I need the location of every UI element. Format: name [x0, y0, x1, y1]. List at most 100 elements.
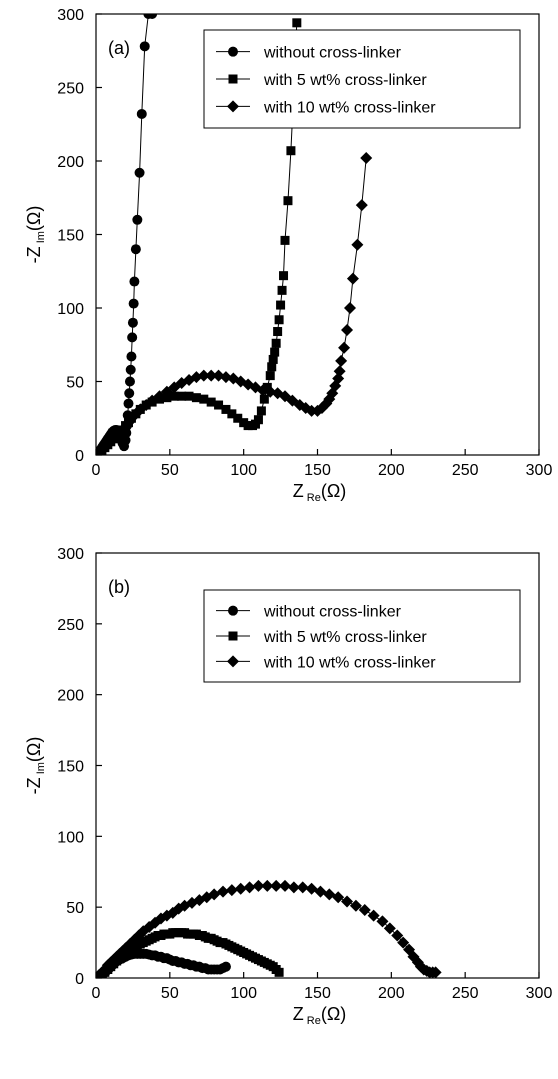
panel-a-series-1-point [130, 244, 141, 255]
panel-b: 0 50 100 150 200 250 300 0 50 100 150 200 250 300 Z Re… [24, 546, 552, 1027]
panel-b-x-tick-label: 200 [378, 985, 405, 1002]
panel-a-series-3-point [335, 354, 348, 367]
panel-b-x-tick-label: 100 [230, 985, 257, 1002]
panel-b-y-axis-label: -Z Im(Ω) [24, 737, 47, 795]
panel-b-x-tick-label: 250 [452, 985, 479, 1002]
panel-b-series-1-point [220, 961, 231, 972]
panel-a-x-tick-label: 250 [452, 462, 479, 479]
panel-b-legend-marker [227, 655, 239, 668]
panel-a-series-1-point [124, 388, 135, 399]
panel-b-series-3-point [367, 909, 380, 922]
panel-a-series-2-point [191, 393, 201, 403]
panel-a-series-3-point [355, 199, 368, 212]
panel-a-series-1-point [134, 167, 145, 178]
panel-b-series-3-point [261, 879, 274, 892]
panel-b-legend-box [203, 589, 521, 683]
panel-a-y-tick-label: 100 [57, 301, 84, 318]
panel-a-series-2-point [270, 347, 280, 357]
panel-a-series-2-point [267, 362, 277, 372]
panel-a-series-2-point [227, 409, 237, 419]
panel-b-series-3-point [270, 879, 283, 892]
panel-b-plot-area [96, 879, 442, 978]
panel-a-series-2-point [277, 285, 287, 295]
panel-a-series-3-point [343, 302, 356, 314]
panel-b-series-2-point [274, 967, 284, 977]
panel-a: 0 50 100 150 200 250 300 0 50 100 150 200 250 300 Z Re… [24, 7, 552, 504]
panel-a-y-tick-label: 300 [57, 7, 84, 24]
panel-b-series-3-point [225, 884, 238, 897]
panel-a-series-2-point [233, 413, 243, 423]
panel-a-series-2-point [259, 394, 269, 404]
panel-a-y-axis-label: -Z Im(Ω) [24, 206, 47, 264]
panel-a-series-2-point [199, 394, 209, 404]
panel-a-series-1-point [136, 108, 147, 119]
panel-b-series-3-point [391, 929, 404, 942]
panel-a-series-2-point [274, 315, 284, 325]
panel-a-y-tick-label: 50 [66, 375, 84, 392]
panel-b-x-tick-label: 300 [526, 985, 553, 1002]
panel-b-series-3-point [119, 942, 132, 955]
panel-a-series-3-point [205, 369, 218, 382]
panel-b-y-tick-label: 250 [57, 617, 84, 634]
panel-a-series-2-point [280, 235, 290, 245]
panel-b-series-3-point [216, 885, 229, 898]
panel-a-series-1-point [129, 276, 140, 287]
panel-b-series-3-point [349, 899, 362, 912]
panel-a-x-tick-label: 50 [161, 462, 179, 479]
panel-b-series-3-point [234, 882, 247, 895]
panel-b-series-3-point [429, 966, 442, 978]
panel-a-series-1-point [123, 398, 134, 409]
panel-a-series-2-point [271, 338, 281, 348]
panel-b-series-3-point [341, 895, 354, 908]
panel-a-series-2-point [276, 300, 286, 310]
panel-a-series-3-point [360, 152, 373, 165]
panel-a-series-1-point [147, 14, 158, 19]
panel-b-series-3-point [358, 904, 371, 916]
panel-a-series-2-point [283, 196, 293, 206]
panel-a-legend-box [203, 29, 521, 129]
panel-a-plot-area [96, 14, 373, 455]
panel-a-series-1-point [125, 364, 136, 375]
panel-a-series-3-point [341, 324, 354, 337]
panel-b-y-tick-label: 200 [57, 688, 84, 705]
panel-b-series-3-point [252, 879, 265, 892]
panel-b-y-tick-label: 0 [75, 971, 84, 988]
panel-a-x-tick-label: 0 [92, 462, 101, 479]
panel-a-series-1-point [132, 214, 143, 225]
panel-a-series-2-point [265, 371, 275, 381]
panel-a-legend-entry: with 10 wt% cross-linker [263, 99, 436, 116]
panel-a-series-3-point [197, 369, 210, 382]
panel-a-legend-marker [228, 74, 238, 84]
panel-a-series-3-point [346, 272, 359, 285]
panel-b-series-3-point [305, 882, 318, 895]
panel-a-x-tick-label: 150 [304, 462, 331, 479]
panel-a-x-axis-label: Z Re(Ω) [293, 481, 347, 504]
panel-a-series-2-point [253, 415, 263, 425]
panel-a-series-2-point [169, 391, 179, 401]
panel-a-series-1-point [127, 332, 138, 343]
panel-a-series-1-point [128, 298, 139, 309]
panel-a-series-2-point [214, 400, 224, 410]
panel-b-y-tick-label: 300 [57, 546, 84, 563]
panel-b-series-3-point [287, 881, 300, 894]
panel-a-panel-label: (a) [108, 38, 130, 58]
panel-a-legend-entry: without cross-linker [263, 45, 402, 62]
panel-a-series-2-point [206, 397, 216, 407]
panel-a-series-2-point [286, 146, 296, 156]
panel-b-y-tick-label: 150 [57, 759, 84, 776]
panel-b-y-tick-label: 50 [66, 900, 84, 917]
panel-b-series-3-point [332, 891, 345, 904]
panel-a-series-3-point [351, 238, 364, 251]
panel-a-legend-marker [227, 100, 239, 113]
panel-b-series-3-point [279, 879, 292, 892]
panel-a-series-1-point [120, 435, 131, 446]
panel-a-series-2-point [279, 271, 289, 281]
panel-a-series-1-line [97, 14, 153, 454]
panel-b-legend-entry: with 10 wt% cross-linker [263, 654, 436, 671]
panel-b-y-tick-label: 100 [57, 829, 84, 846]
panel-b-series-3-point [383, 922, 396, 935]
panel-a-series-1-point [124, 376, 135, 387]
panel-a-series-2-point [268, 354, 278, 364]
panel-a-y-tick-label: 250 [57, 81, 84, 98]
